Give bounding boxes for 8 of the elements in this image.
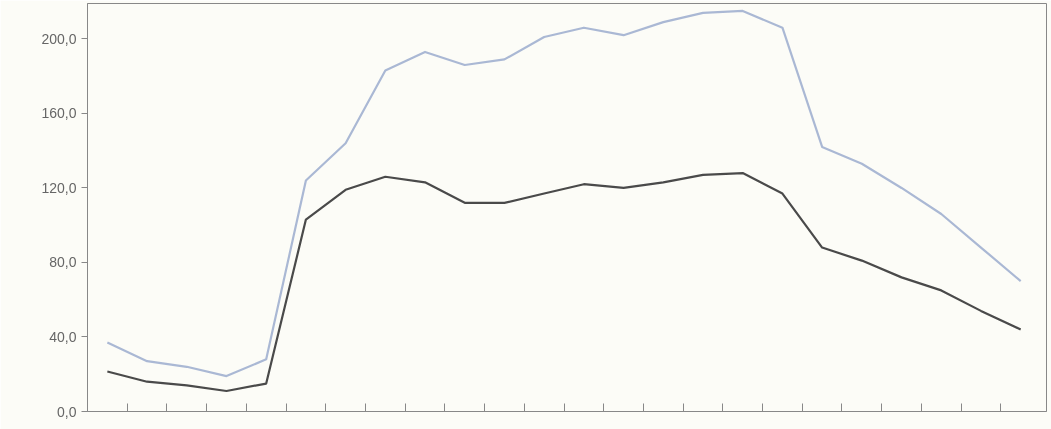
line-series [106, 9, 1022, 378]
y-tick-label: 160,0 [41, 105, 77, 122]
line-series [106, 171, 1022, 393]
y-tick-label: 120,0 [41, 179, 77, 196]
y-tick-label: 0,0 [57, 403, 77, 420]
y-tick-label: 40,0 [49, 328, 77, 345]
y-tick-label: 200,0 [41, 30, 77, 47]
y-tick-label: 80,0 [49, 254, 77, 271]
